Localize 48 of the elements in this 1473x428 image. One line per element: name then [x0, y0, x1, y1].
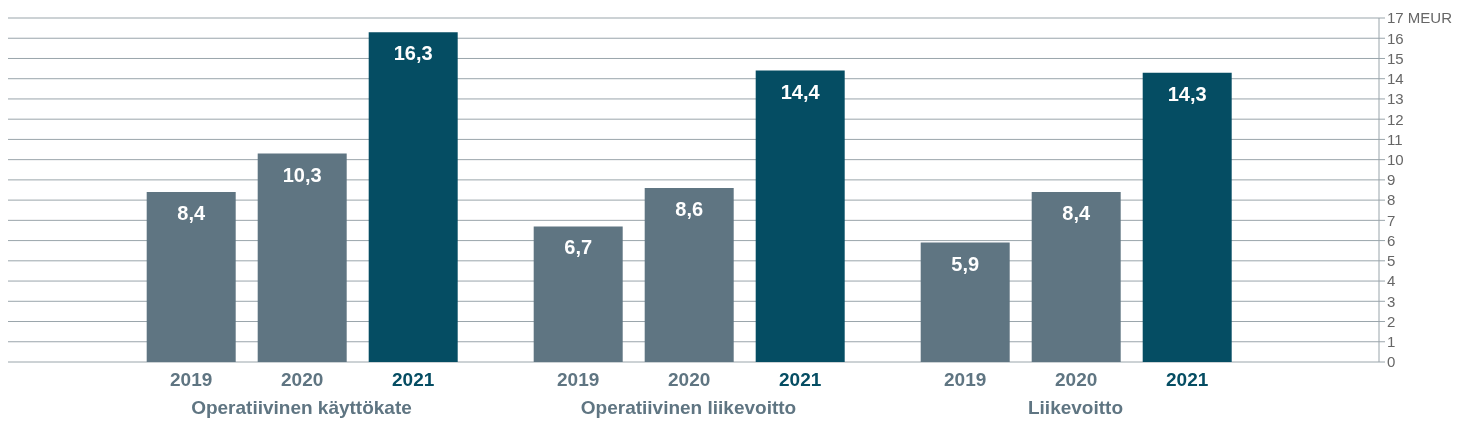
y-tick-label: 9	[1387, 171, 1396, 189]
y-tick-label: 0	[1387, 353, 1396, 371]
y-tick-label: 7	[1387, 211, 1396, 229]
y-tick-label: 4	[1387, 272, 1396, 290]
text: 2021	[779, 369, 822, 390]
bar	[1142, 72, 1232, 362]
bar	[368, 32, 458, 362]
data-label: 6,7	[564, 236, 593, 259]
y-tick-label: 15	[1387, 49, 1404, 67]
text: 2021	[1166, 369, 1209, 390]
x-tick-label: Operatiivinen liikevoitto	[580, 397, 797, 418]
text: 2019	[557, 369, 600, 390]
data-label: 8,4	[1062, 202, 1091, 225]
bar	[644, 187, 734, 362]
data-label: 14,4	[780, 80, 821, 103]
y-tick-label: 3	[1387, 292, 1396, 310]
data-label: 8,4	[177, 202, 206, 225]
text: 2020	[668, 369, 711, 390]
y-tick-label: 17 MEUR	[1387, 9, 1453, 27]
data-label: 16,3	[393, 42, 433, 65]
y-tick-label: 1	[1387, 333, 1396, 351]
data-label: 8,6	[675, 197, 704, 220]
x-tick-label: Liikevoitto	[1027, 397, 1124, 418]
data-label: 5,9	[951, 252, 980, 275]
y-tick-label: 13	[1387, 90, 1404, 108]
y-tick-label: 11	[1387, 130, 1403, 148]
y-tick-label: 8	[1387, 191, 1396, 209]
bar	[146, 192, 236, 362]
y-tick-label: 5	[1387, 252, 1396, 270]
text: 2020	[1055, 369, 1098, 390]
data-label: 10,3	[282, 163, 322, 186]
series-label: 2021	[392, 369, 435, 390]
series-label: 2019	[170, 369, 213, 390]
y-tick-label: 12	[1387, 110, 1404, 128]
text: 2019	[944, 369, 987, 390]
y-tick-label: 14	[1387, 70, 1404, 88]
bar	[1031, 192, 1121, 362]
data-label: 14,3	[1167, 82, 1207, 105]
bar	[533, 226, 623, 362]
y-tick-label: 16	[1387, 29, 1404, 47]
series-label: 2020	[281, 369, 324, 390]
y-tick-label: 2	[1387, 312, 1396, 330]
y-tick-label: 6	[1387, 231, 1396, 249]
x-tick-label: Operatiivinen käyttökate	[191, 397, 412, 418]
bar	[920, 242, 1010, 362]
bar	[755, 70, 845, 362]
bar	[257, 153, 347, 362]
y-tick-label: 10	[1387, 150, 1404, 168]
